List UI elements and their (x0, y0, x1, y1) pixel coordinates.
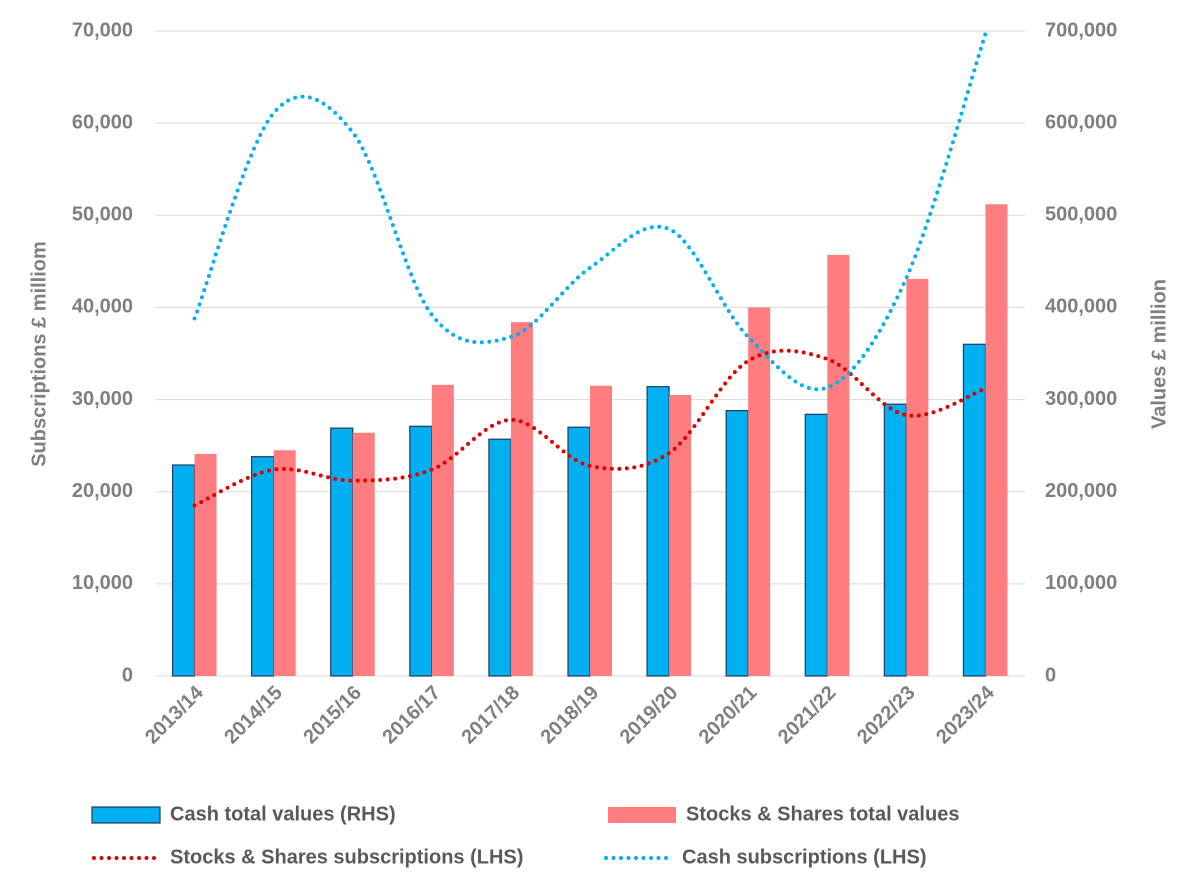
legend-label: Stocks & Shares subscriptions (LHS) (170, 846, 523, 868)
bar (590, 385, 612, 676)
y2-tick-label: 400,000 (1045, 296, 1117, 318)
bar (171, 464, 196, 677)
bar (883, 403, 907, 677)
legend-swatch (91, 806, 161, 824)
y2-tick-label: 700,000 (1045, 19, 1117, 41)
y-tick-label: 20,000 (72, 480, 133, 502)
y-tick-label: 70,000 (72, 19, 133, 41)
x-tick-label: 2017/18 (458, 682, 525, 749)
bar (352, 432, 375, 676)
y-tick-label: 40,000 (72, 296, 133, 318)
bar (431, 384, 454, 676)
y2-tick-label: 100,000 (1045, 572, 1117, 594)
bar (804, 413, 828, 677)
line (192, 348, 988, 508)
bar (827, 254, 850, 676)
legend-swatch (608, 807, 676, 823)
legend-label: Cash subscriptions (LHS) (682, 846, 926, 868)
x-tick-label: 2022/23 (853, 682, 920, 749)
x-tick-label: 2019/20 (616, 682, 683, 749)
line (192, 31, 988, 392)
bar (906, 278, 929, 676)
bar (748, 307, 771, 676)
y-tick-label: 50,000 (72, 204, 133, 226)
legend-label: Cash total values (RHS) (170, 803, 396, 825)
x-tick-label: 2020/21 (695, 682, 762, 749)
y-axis-title: Subscriptions £ milliom (28, 241, 50, 467)
x-tick-label: 2013/14 (141, 681, 208, 748)
y-tick-label: 0 (122, 664, 133, 686)
bar (567, 426, 591, 677)
bar (488, 438, 512, 677)
bar (251, 456, 275, 677)
bar (194, 453, 217, 676)
y2-tick-label: 600,000 (1045, 111, 1117, 133)
bar (725, 410, 749, 677)
bar (330, 427, 354, 677)
x-tick-label: 2015/16 (299, 682, 366, 749)
bar (510, 322, 533, 676)
y2-tick-label: 0 (1045, 664, 1056, 686)
x-tick-label: 2023/24 (932, 681, 999, 748)
bar (409, 425, 433, 677)
y-tick-label: 10,000 (72, 572, 133, 594)
x-tick-label: 2021/22 (774, 682, 841, 749)
bar (273, 450, 296, 676)
bar (669, 394, 692, 676)
y2-tick-label: 200,000 (1045, 480, 1117, 502)
x-tick-label: 2016/17 (378, 682, 445, 749)
x-tick-label: 2018/19 (537, 682, 604, 749)
x-tick-label: 2014/15 (220, 682, 287, 749)
y2-tick-label: 500,000 (1045, 204, 1117, 226)
bar (985, 204, 1008, 676)
y2-tick-label: 300,000 (1045, 388, 1117, 410)
bar (646, 386, 670, 677)
y-tick-label: 30,000 (72, 388, 133, 410)
y2-axis-title: Values £ million (1148, 279, 1170, 429)
y-tick-label: 60,000 (72, 111, 133, 133)
legend-label: Stocks & Shares total values (686, 803, 959, 825)
